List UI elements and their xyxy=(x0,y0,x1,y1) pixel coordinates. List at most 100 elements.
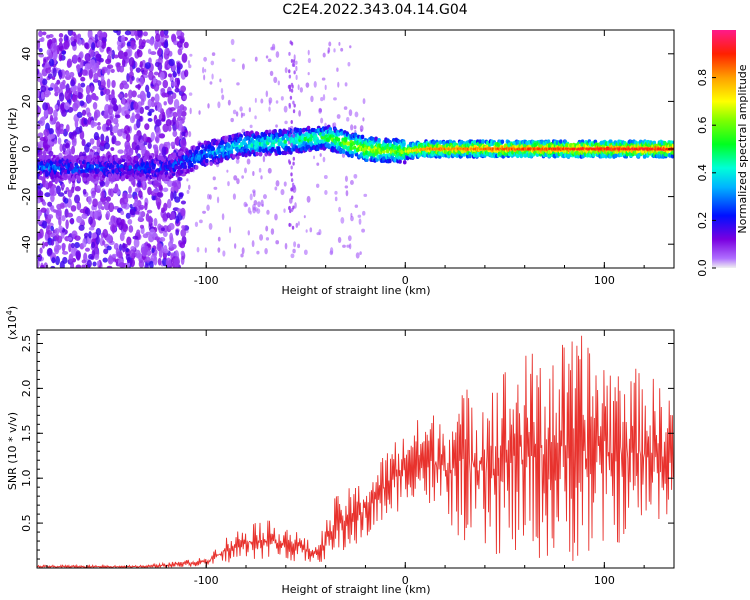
spectrogram-noise-mark xyxy=(50,42,57,53)
spectrogram-noise-mark xyxy=(157,191,164,198)
spectrogram-noise-mark xyxy=(203,74,206,81)
spectrogram-noise-mark xyxy=(275,180,280,187)
spectrogram-noise-mark xyxy=(178,192,184,199)
spectrogram-noise-mark xyxy=(105,196,111,202)
spectrogram-noise-mark xyxy=(176,35,183,40)
spectrogram-ridge-mark xyxy=(370,144,374,149)
spectrogram-noise-mark xyxy=(131,141,138,151)
spectrogram-noise-mark xyxy=(172,116,177,125)
spectrogram-noise-mark xyxy=(124,109,131,115)
spectrogram-streak-mark xyxy=(290,142,293,147)
spectrogram-ridge-mark xyxy=(189,167,194,173)
spectrogram-streak-mark xyxy=(291,182,295,187)
spectrogram-ridge-mark xyxy=(344,136,348,142)
spectrogram-noise-mark xyxy=(239,106,243,112)
spectrogram-noise-mark xyxy=(134,211,140,215)
spectrogram-ridge-mark xyxy=(401,142,406,148)
spectrogram-ridge-mark xyxy=(533,142,538,148)
spectrogram-noise-mark xyxy=(96,40,103,48)
colorbar-tick-label: 0.6 xyxy=(696,116,709,134)
spectrogram-ridge-mark xyxy=(325,137,330,143)
spectrogram-noise-mark xyxy=(147,136,151,143)
spectrogram-noise-mark xyxy=(322,52,326,58)
spectrogram-ridge-mark xyxy=(519,153,524,159)
spectrogram-noise-mark xyxy=(68,253,74,264)
spectrogram-noise-mark xyxy=(40,207,47,213)
snr-y-tick-label: 1.5 xyxy=(20,425,33,443)
spectrogram-noise-mark xyxy=(162,111,166,120)
spectrogram-noise-mark xyxy=(167,95,174,105)
spectrogram-noise-mark xyxy=(89,210,94,219)
spectrogram-ridge-mark xyxy=(168,154,173,160)
spectrogram-noise-mark xyxy=(144,202,148,211)
spectrogram-noise-mark xyxy=(346,116,350,122)
spectrogram-noise-mark xyxy=(154,39,159,50)
spectrogram-noise-mark xyxy=(240,253,244,258)
spectrogram-noise-mark xyxy=(37,259,40,268)
spectrogram-noise-mark xyxy=(252,206,256,214)
spectrogram-noise-mark xyxy=(181,131,187,137)
spectrogram-noise-mark xyxy=(45,207,50,215)
spectrogram-noise-mark xyxy=(204,247,207,254)
spectrogram-noise-mark xyxy=(359,251,362,255)
spectrogram-ridge-mark xyxy=(96,155,101,160)
spectrogram-noise-mark xyxy=(134,198,139,206)
spectrogram-noise-mark xyxy=(163,41,169,49)
spectrogram-noise-mark xyxy=(347,235,352,242)
spectrogram-noise-mark xyxy=(106,245,112,251)
spectrogram-noise-mark xyxy=(275,51,280,58)
spectrogram-noise-mark xyxy=(299,87,303,93)
spectrogram-noise-mark xyxy=(252,189,256,194)
spectrogram-noise-mark xyxy=(75,250,81,260)
spectrogram-ridge-mark xyxy=(336,137,341,142)
spectrogram-noise-mark xyxy=(344,82,348,87)
spectrogram-noise-mark xyxy=(146,91,151,99)
spectrogram-noise-mark xyxy=(265,55,269,59)
spectrogram-noise-mark xyxy=(47,214,54,220)
spectrogram-noise-mark xyxy=(118,221,124,231)
spectrogram-streak-mark xyxy=(288,69,291,74)
spectrogram-noise-mark xyxy=(153,144,159,152)
spectrogram-noise-mark xyxy=(99,180,106,187)
spectrogram-noise-mark xyxy=(180,138,187,149)
spectrogram-noise-mark xyxy=(142,133,147,143)
spectrogram-noise-mark xyxy=(37,220,43,225)
spectrogram-noise-mark xyxy=(334,190,338,195)
spectrogram-noise-mark xyxy=(174,87,180,93)
spectrogram-noise-mark xyxy=(114,114,121,119)
spectrogram-noise-mark xyxy=(357,214,362,218)
spectrogram-noise-mark xyxy=(45,67,52,74)
spectrogram-noise-mark xyxy=(147,118,153,122)
spectrogram-streak-mark xyxy=(291,129,294,134)
spectrogram-x-label: Height of straight line (km) xyxy=(281,284,430,297)
spectrogram-ridge-mark xyxy=(80,155,85,161)
spectrogram-noise-mark xyxy=(105,213,109,219)
spectrogram-ridge-mark xyxy=(442,140,446,146)
spectrogram-noise-mark xyxy=(103,248,109,255)
spectrogram-noise-mark xyxy=(209,81,213,85)
spectrogram-noise-mark xyxy=(164,47,170,55)
spectrogram-noise-mark xyxy=(86,94,93,104)
spectrogram-noise-mark xyxy=(303,249,308,256)
spectrogram-noise-mark xyxy=(77,91,83,99)
spectrogram-noise-mark xyxy=(186,189,190,195)
spectrogram-y-tick-label: 20 xyxy=(20,94,33,108)
spectrogram-noise-mark xyxy=(358,218,362,225)
spectrogram-noise-mark xyxy=(37,68,40,75)
spectrogram-noise-mark xyxy=(316,183,320,188)
spectrogram-streak-mark xyxy=(292,109,296,114)
spectrogram-noise-mark xyxy=(146,209,153,214)
spectrogram-noise-mark xyxy=(57,137,62,145)
spectrogram-ridge-mark xyxy=(69,155,74,160)
spectrogram-noise-mark xyxy=(131,90,137,98)
spectrogram-streak-mark xyxy=(293,103,296,108)
spectrogram-noise-mark xyxy=(294,202,297,209)
spectrogram-noise-mark xyxy=(73,99,81,109)
spectrogram-streak-mark xyxy=(290,195,294,200)
spectrogram-noise-mark xyxy=(75,264,82,268)
spectrogram-streak-mark xyxy=(290,178,294,183)
snr-x-tick-label: -100 xyxy=(194,574,219,587)
spectrogram-noise-mark xyxy=(202,210,207,214)
